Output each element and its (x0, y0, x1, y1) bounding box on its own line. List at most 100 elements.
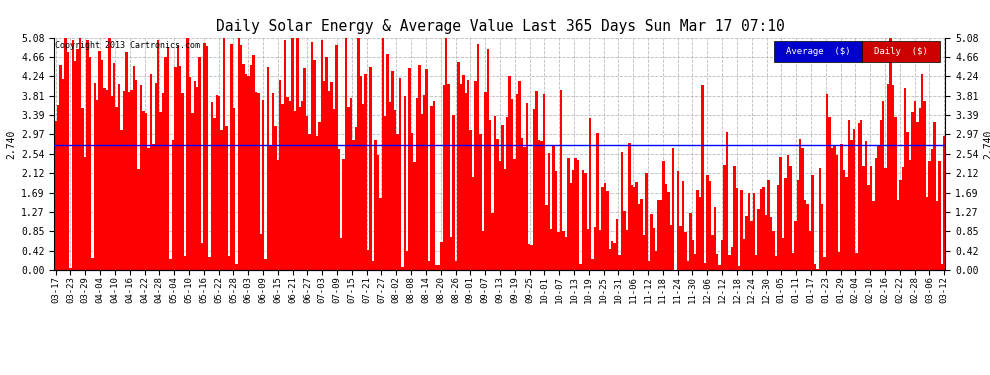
Bar (343, 159, 345, 270)
Bar (238, 38, 240, 270)
Bar (559, 90, 562, 270)
Bar (669, 225, 672, 270)
Bar (902, 166, 904, 270)
Bar (135, 80, 138, 270)
Bar (357, 38, 359, 270)
Bar (454, 261, 457, 270)
Bar (56, 105, 59, 270)
Bar (316, 135, 318, 270)
Bar (499, 160, 501, 270)
Bar (929, 161, 931, 270)
Bar (899, 180, 902, 270)
Bar (867, 184, 870, 270)
Bar (291, 38, 294, 270)
Bar (797, 180, 799, 270)
Bar (328, 90, 331, 270)
Bar (621, 152, 624, 270)
Bar (601, 188, 604, 270)
Bar (449, 237, 452, 270)
Bar (514, 159, 516, 270)
Bar (582, 170, 584, 270)
Bar (897, 200, 899, 270)
Bar (159, 112, 161, 270)
Bar (501, 124, 504, 270)
Bar (574, 159, 577, 270)
Bar (706, 175, 709, 270)
Bar (248, 76, 249, 270)
Bar (318, 122, 321, 270)
Bar (779, 157, 782, 270)
Bar (411, 133, 413, 270)
Bar (564, 237, 567, 270)
Bar (59, 64, 61, 270)
Bar (446, 38, 447, 270)
Bar (591, 259, 594, 270)
Bar (755, 255, 757, 270)
Bar (394, 110, 396, 270)
Bar (166, 47, 169, 270)
Bar (877, 146, 879, 270)
Bar (636, 182, 638, 270)
Bar (472, 177, 474, 270)
Bar (93, 82, 96, 270)
Bar (354, 127, 357, 270)
Bar (845, 177, 847, 270)
Bar (396, 134, 399, 270)
Bar (587, 229, 589, 270)
Bar (228, 256, 231, 270)
Bar (852, 129, 855, 270)
Bar (194, 81, 196, 270)
Bar (562, 231, 564, 270)
Bar (633, 187, 636, 270)
Bar (577, 160, 579, 270)
Bar (765, 216, 767, 270)
Bar (484, 92, 486, 270)
Bar (772, 231, 774, 270)
Bar (677, 171, 679, 270)
Bar (96, 100, 98, 270)
Bar (486, 50, 489, 270)
Bar (699, 197, 701, 270)
Bar (879, 120, 882, 270)
Bar (518, 81, 521, 270)
Bar (802, 148, 804, 270)
Text: Copyright 2013 Cartronics.com: Copyright 2013 Cartronics.com (55, 41, 200, 50)
Bar (742, 238, 745, 270)
Bar (349, 99, 352, 270)
Bar (731, 247, 733, 270)
Bar (264, 259, 267, 270)
Bar (477, 44, 479, 270)
Bar (171, 140, 174, 270)
Bar (421, 114, 423, 270)
Bar (794, 221, 797, 270)
Bar (428, 261, 431, 270)
Bar (338, 149, 340, 270)
Bar (631, 185, 633, 270)
Bar (774, 256, 777, 270)
Bar (814, 264, 816, 270)
Bar (118, 84, 121, 270)
Bar (149, 74, 152, 270)
Bar (123, 91, 126, 270)
Bar (196, 87, 198, 270)
Bar (692, 240, 694, 270)
Bar (426, 69, 428, 270)
Bar (404, 96, 406, 270)
Bar (604, 183, 606, 270)
Bar (687, 261, 689, 270)
Bar (892, 86, 894, 270)
Bar (847, 120, 850, 270)
Bar (647, 261, 650, 270)
Bar (745, 216, 747, 270)
Bar (161, 93, 164, 270)
Bar (331, 82, 333, 270)
Bar (821, 204, 824, 270)
Bar (545, 205, 547, 270)
Bar (826, 94, 829, 270)
Bar (887, 84, 889, 270)
Bar (74, 61, 76, 270)
Bar (152, 144, 154, 270)
Bar (523, 147, 526, 270)
Bar (569, 183, 572, 270)
Bar (164, 57, 166, 270)
